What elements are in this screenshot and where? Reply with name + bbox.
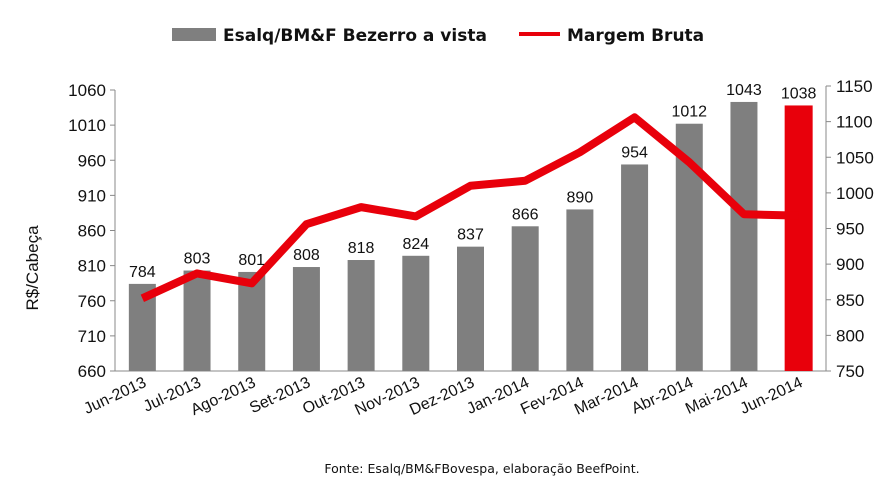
bar: [292, 267, 320, 371]
bar: [730, 101, 758, 371]
right-tick-label: 800: [836, 326, 864, 345]
x-tick-label: Jun-2014: [738, 374, 806, 418]
bar-value-label: 890: [567, 189, 594, 206]
bar: [621, 164, 649, 371]
bar-series: [128, 101, 813, 371]
legend: Esalq/BM&F Bezerro a vista Margem Bruta: [172, 26, 704, 46]
right-tick-label: 1100: [836, 113, 873, 132]
left-tick-label: 960: [78, 151, 106, 170]
right-axis-ticks: 750 800 850 900 950 1000 1050 1100 1150: [826, 77, 874, 381]
bar: [402, 255, 430, 371]
right-tick-label: 850: [836, 291, 864, 310]
left-tick-label: 810: [78, 257, 106, 276]
left-tick-label: 660: [78, 362, 106, 381]
bar-value-label: 808: [293, 247, 320, 264]
bar-value-label: 801: [238, 252, 265, 269]
bar: [347, 260, 375, 371]
bar: [457, 246, 484, 371]
margem-bruta-line: [140, 113, 799, 302]
left-tick-label: 760: [78, 292, 106, 311]
left-tick-label: 710: [78, 327, 106, 346]
left-tick-label: 860: [78, 222, 106, 241]
bar-value-label: 784: [129, 264, 156, 281]
bar-value-label: 1043: [726, 82, 762, 99]
right-tick-label: 750: [836, 362, 864, 381]
right-tick-label: 1000: [836, 184, 874, 203]
bar-value-label: 1012: [671, 104, 707, 121]
bar: [784, 105, 813, 371]
bar-value-label: 824: [402, 236, 429, 253]
bar: [238, 271, 266, 371]
bar-value-label: 954: [621, 144, 648, 161]
left-tick-label: 1010: [68, 116, 106, 135]
right-tick-label: 900: [836, 255, 864, 274]
x-axis-ticks: Jun-2013Jul-2013Ago-2013Set-2013Out-2013…: [81, 374, 805, 419]
left-axis-ticks: 660 710 760 810 860 910 960 1010 1060: [68, 81, 115, 381]
left-tick-label: 1060: [68, 81, 106, 100]
legend-label-bars: Esalq/BM&F Bezerro a vista: [223, 26, 487, 46]
legend-swatch-bars: [172, 28, 216, 41]
y-axis-title: R$/Cabeça: [23, 225, 42, 311]
bar-value-label: 866: [512, 206, 539, 223]
bar: [511, 226, 539, 371]
line-series: [140, 113, 799, 302]
bar-value-label: 1038: [781, 85, 817, 102]
left-tick-label: 910: [78, 186, 106, 205]
right-tick-label: 1150: [836, 77, 873, 96]
bar: [183, 270, 211, 371]
bar: [566, 209, 594, 371]
right-tick-label: 1050: [836, 148, 874, 167]
legend-label-line: Margem Bruta: [567, 26, 704, 46]
source-note: Fonte: Esalq/BM&FBovespa, elaboração Bee…: [324, 461, 639, 476]
x-tick-label: Mai-2014: [683, 374, 751, 418]
bar-value-label: 837: [457, 227, 484, 244]
bar-value-label: 818: [348, 240, 375, 257]
bar-value-label: 803: [184, 251, 211, 268]
right-tick-label: 950: [836, 220, 864, 239]
bar-data-labels: 784 803 801 808 818 824 837 866 890 954 1012 1043 10…: [129, 82, 817, 281]
